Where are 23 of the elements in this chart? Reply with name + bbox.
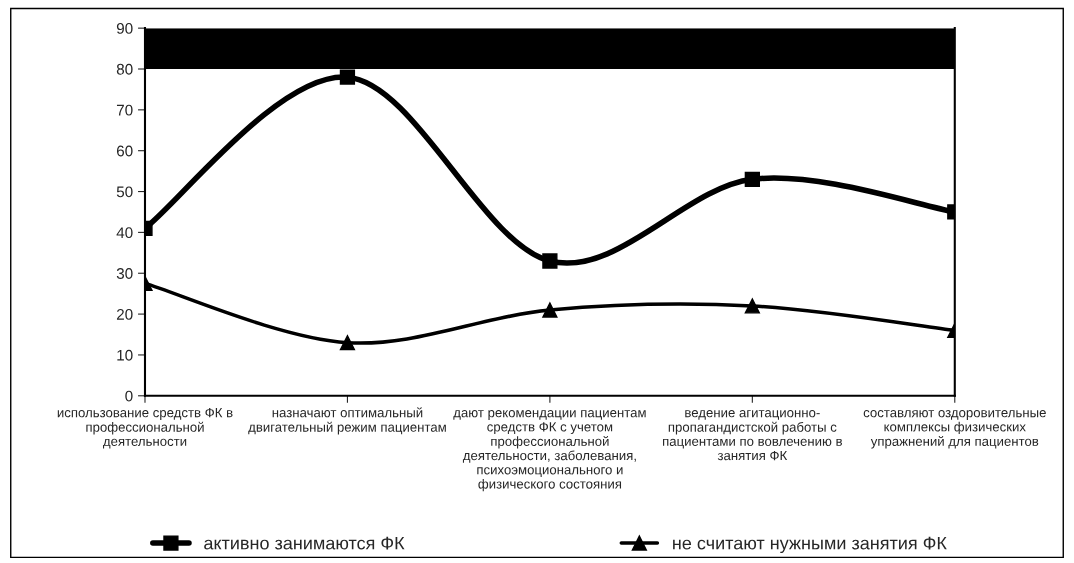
y-tick-label: 20 — [116, 308, 133, 320]
point — [744, 298, 760, 314]
x-tick-label: ведение агитационно- пропагандистской работы с пациентами по вовлечению в занятия ФК — [663, 410, 842, 461]
y-tick-label: 40 — [116, 227, 133, 239]
y-tick-label: 90 — [116, 23, 133, 34]
legend-label: активно занимаются ФК — [204, 536, 405, 550]
point — [339, 69, 356, 85]
x-tick-label: дают рекомендации пациентам средств ФК с учетом профессиональной деятельности, заболевания, психоэмоционального и физического состояния — [453, 410, 646, 492]
y-tick-label: 10 — [117, 349, 133, 361]
x-tick-label: составляют оздоровительные комплексы физических упражнений для пациентов — [863, 410, 1046, 449]
x-tick-label: назначают оптимальный двигательный режим пациентам — [248, 407, 446, 435]
legend-label: не считают нужными занятия ФК — [673, 536, 947, 554]
y-tick-label: 0 — [125, 390, 133, 402]
point — [542, 253, 558, 269]
y-tick-label: 80 — [116, 63, 133, 75]
point — [744, 171, 760, 187]
x-tick-label: использование средств ФК в профессиональной деятельности — [57, 408, 233, 449]
y-tick-label: 30 — [116, 268, 133, 279]
y-tick-label: 50 — [116, 186, 133, 198]
point — [542, 302, 558, 318]
point — [339, 335, 356, 351]
y-tick-label: 70 — [116, 104, 133, 116]
y-tick-label: 60 — [116, 145, 133, 157]
